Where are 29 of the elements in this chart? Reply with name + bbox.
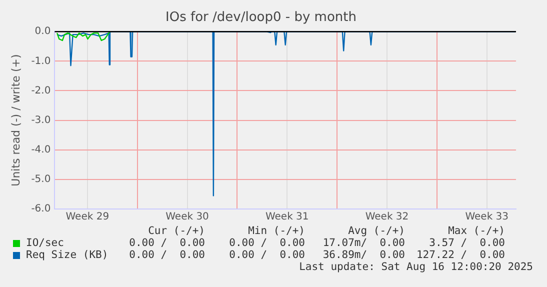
text: Max (-/+) <box>448 225 505 237</box>
legend-label: IO/sec <box>26 237 64 249</box>
y-tick-label: -2.0 <box>31 85 51 96</box>
legend-label: Req Size (KB) <box>26 249 108 261</box>
text: 0.00 / 0.00 <box>229 237 305 249</box>
y-tick-label: -3.0 <box>31 114 51 126</box>
y-tick-label: 0.0 <box>34 26 51 38</box>
x-tick-label: Week 32 <box>365 212 409 223</box>
text: Avg (-/+) <box>348 225 405 237</box>
x-tick-label: Week 29 <box>66 212 110 223</box>
text: Min (-/+) <box>248 225 305 237</box>
x-tick-label: Week 33 <box>465 212 509 223</box>
text: 0.00 / 0.00 <box>229 249 305 261</box>
text: 127.22 / 0.00 <box>416 249 505 261</box>
text: Cur (-/+) <box>148 225 205 237</box>
x-tick-label: Week 30 <box>166 212 209 223</box>
text: 3.57 / 0.00 <box>429 237 505 249</box>
chart-title: IOs for /dev/loop0 - by month <box>166 10 356 26</box>
y-tick-label: -1.0 <box>31 56 51 67</box>
y-axis-title: Units read (-) / write (+) <box>9 54 22 186</box>
y-tick-label: -5.0 <box>31 174 51 186</box>
text: Last update: Sat Aug 16 12:00:20 2025 <box>298 261 533 274</box>
text: 0.00 / 0.00 <box>129 249 205 261</box>
text: 36.89m/ 0.00 <box>322 249 405 261</box>
text: 0.00 / 0.00 <box>129 237 205 249</box>
x-tick-label: Week 31 <box>265 212 309 223</box>
y-tick-label: -4.0 <box>31 144 51 156</box>
text: 17.07m/ 0.00 <box>322 237 405 249</box>
y-tick-label: -6.0 <box>31 204 51 215</box>
